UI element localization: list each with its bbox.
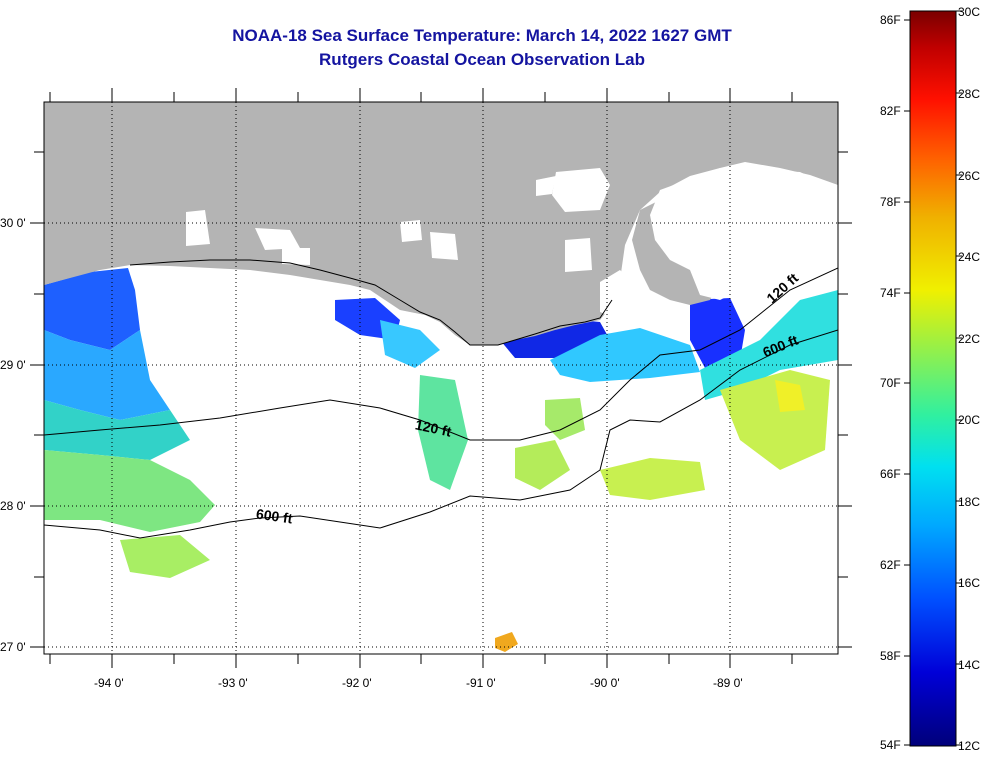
colorbar-f-label: 62F — [880, 558, 901, 572]
sst-patch-mid-green1 — [515, 440, 570, 490]
sst-data-layer — [44, 172, 838, 652]
sst-patch-south-green — [120, 535, 210, 578]
lon-label: -94 0' — [94, 676, 124, 690]
cloud-patch-1 — [536, 176, 556, 196]
isobath-600ft — [44, 329, 838, 539]
lon-label: -91 0' — [466, 676, 496, 690]
graticule — [44, 102, 838, 654]
lon-label: -92 0' — [342, 676, 372, 690]
colorbar-c-label: 26C — [958, 169, 981, 183]
lon-label: -90 0' — [590, 676, 620, 690]
sst-patch-west-cold — [44, 268, 140, 350]
sst-patch-central-green — [418, 375, 468, 490]
sst-patch-mid-green3 — [545, 398, 585, 440]
isobath-120ft — [44, 267, 838, 441]
sst-patch-east-yellow — [775, 380, 805, 412]
lat-label: 28 0' — [0, 499, 26, 513]
cloud-patch-6 — [400, 220, 422, 242]
colorbar-f-label: 82F — [880, 104, 901, 118]
sst-patch-delta-cyan — [550, 328, 700, 382]
cloud-patch-5 — [282, 248, 310, 265]
colorbar-f-label: 74F — [880, 286, 901, 300]
cloud-patch-3 — [186, 210, 210, 246]
colorbar-f-label: 66F — [880, 467, 901, 481]
colorbar-c-label: 30C — [958, 5, 981, 19]
cloud-mask-layer — [186, 168, 838, 320]
colorbar-c-label: 16C — [958, 576, 981, 590]
lat-label: 27 0' — [0, 640, 26, 654]
colorbar-gradient — [909, 10, 957, 747]
colorbar-f-label: 70F — [880, 376, 901, 390]
colorbar-f-label: 54F — [880, 738, 901, 752]
colorbar-c-label: 20C — [958, 413, 981, 427]
colorbar-f-label: 86F — [880, 13, 901, 27]
lat-label: 29 0' — [0, 358, 26, 372]
sst-patch-east-cyan — [700, 290, 838, 400]
sst-patch-west-mid — [44, 330, 170, 420]
sst-patch-west-green — [44, 450, 215, 532]
colorbar-c-label: 22C — [958, 332, 981, 346]
cloud-patch-2 — [552, 168, 610, 212]
sst-patch-mid-green2 — [600, 458, 705, 500]
cloud-patch-10 — [600, 270, 640, 320]
colorbar-c-label: 14C — [958, 658, 981, 672]
colorbar-c-label: 24C — [958, 250, 981, 264]
coastline — [129, 259, 613, 346]
sst-patch-east-blue — [690, 298, 745, 368]
lat-label: 30 0' — [0, 216, 26, 230]
cloud-patch-4 — [255, 228, 300, 250]
map-subtitle: Rutgers Coastal Ocean Observation Lab — [319, 50, 645, 69]
colorbar-c-label: 28C — [958, 87, 981, 101]
colorbar-ticks — [904, 10, 962, 746]
lon-label: -93 0' — [218, 676, 248, 690]
colorbar-c-label: 18C — [958, 495, 981, 509]
tick-marks — [30, 88, 852, 668]
sst-patch-central-cyan — [380, 320, 440, 368]
colorbar-c-label: 12C — [958, 739, 981, 753]
cloud-patch-9 — [650, 168, 838, 300]
land-mass — [44, 102, 838, 345]
colorbar-f-label: 58F — [880, 649, 901, 663]
sst-patch-east-yellowgreen — [720, 370, 830, 470]
sst-patch-west-teal — [44, 400, 190, 460]
colorbar-f-label: 78F — [880, 195, 901, 209]
map-title: NOAA-18 Sea Surface Temperature: March 1… — [232, 26, 732, 45]
cloud-patch-8 — [565, 238, 592, 272]
map-frame — [43, 101, 839, 655]
cloud-patch-7 — [430, 232, 458, 260]
lon-label: -89 0' — [713, 676, 743, 690]
